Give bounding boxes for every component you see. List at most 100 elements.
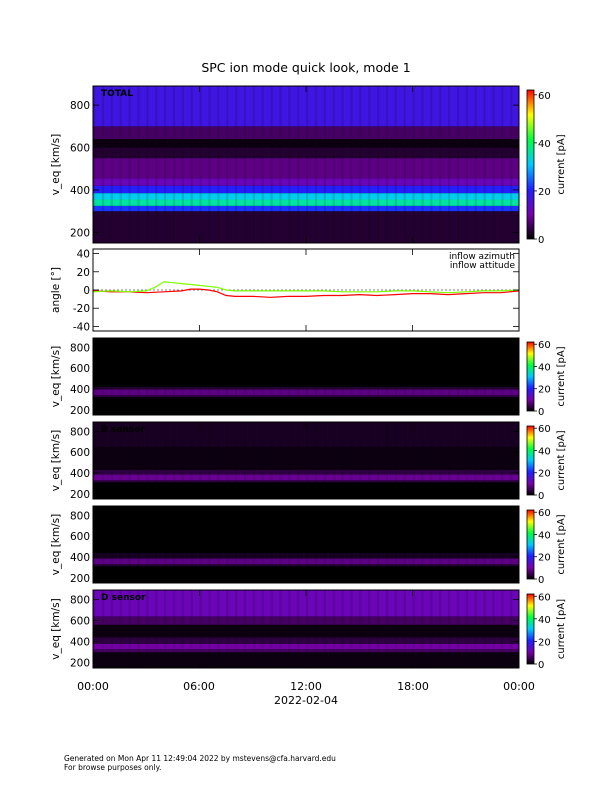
y-axis-label: angle [°] (50, 267, 62, 313)
heatmap-stripe (235, 86, 238, 243)
x-tick-label-0: 00:00 (77, 680, 109, 693)
y-tick-label-0: -40 (73, 321, 90, 333)
colorbar-tick-label-1: 20 (538, 469, 551, 480)
heatmap-stripe (172, 338, 176, 415)
heatmap-stripe (501, 422, 504, 499)
heatmap-stripe (110, 86, 113, 243)
y-tick-label-4: 40 (77, 249, 90, 261)
heatmap-stripe (306, 506, 309, 583)
heatmap-stripe (297, 338, 300, 415)
heatmap-stripe (421, 422, 424, 499)
heatmap-stripe (270, 506, 273, 583)
panel-5: D sensor 0 20 40 60 current [pA] 200 400 600 800 v… (50, 589, 567, 671)
heatmap-stripe (394, 506, 397, 583)
heatmap-stripe (146, 338, 149, 415)
colorbar-tick-label-3: 60 (538, 91, 551, 102)
y-tick-label-0: 200 (70, 658, 90, 670)
y-tick-label-0: 200 (70, 573, 90, 585)
heatmap-stripe (93, 422, 96, 499)
x-tick-label-4: 00:00 (503, 680, 535, 693)
heatmap-stripe (465, 506, 468, 583)
heatmap-stripe (226, 590, 229, 668)
heatmap-stripe (368, 590, 371, 668)
heatmap-stripe (137, 338, 140, 415)
heatmap-stripe (483, 590, 486, 668)
heatmap-stripe (226, 86, 229, 243)
colorbar-tick-label-0: 0 (538, 660, 544, 671)
colorbar-tick-label-2: 40 (538, 446, 551, 457)
heatmap-stripe (110, 422, 113, 499)
heatmap-stripe (146, 86, 149, 243)
colorbar-tick-label-3: 60 (538, 424, 551, 435)
heatmap-stripe (474, 506, 477, 583)
heatmap-stripe (492, 338, 495, 415)
heatmap-stripe (279, 590, 282, 668)
heatmap-stripe (332, 590, 335, 668)
heatmap-stripe (501, 590, 504, 668)
colorbar-label: current [pA] (556, 346, 567, 406)
heatmap-stripe (456, 506, 460, 583)
heatmap-stripe (306, 590, 309, 668)
heatmap-stripe (403, 506, 406, 583)
heatmap-stripe (359, 506, 362, 583)
heatmap-stripe (341, 422, 344, 499)
series-line-0 (92, 288, 520, 298)
y-tick-label-3: 800 (70, 426, 90, 438)
heatmap-stripe (101, 422, 105, 499)
footer: Generated on Mon Apr 11 12:49:04 2022 by… (64, 754, 336, 772)
heatmap-stripe (288, 506, 291, 583)
heatmap-stripe (155, 506, 158, 583)
heatmap-stripe (208, 338, 211, 415)
heatmap-stripe (155, 338, 158, 415)
y-tick-label-3: 800 (70, 342, 90, 354)
heatmap-stripe (394, 422, 397, 499)
heatmap-stripe (448, 338, 451, 415)
heatmap-stripe (314, 506, 318, 583)
heatmap-band-4 (93, 624, 519, 638)
colorbar-tick-label-1: 20 (538, 385, 551, 396)
heatmap-stripe (483, 422, 486, 499)
heatmap-stripe (377, 506, 380, 583)
heatmap-stripe (377, 422, 380, 499)
heatmap-stripe (510, 338, 513, 415)
heatmap-stripe (270, 338, 273, 415)
heatmap-stripe (243, 422, 247, 499)
heatmap-stripe (101, 86, 105, 243)
heatmap-stripe (235, 422, 238, 499)
heatmap-stripe (199, 338, 202, 415)
y-tick-label-2: 600 (70, 363, 90, 375)
heatmap-band-3 (93, 637, 519, 644)
heatmap-stripe (119, 506, 122, 583)
heatmap-stripe (235, 506, 238, 583)
heatmap-stripe (332, 338, 335, 415)
heatmap-stripe (243, 506, 247, 583)
heatmap-stripe (217, 590, 220, 668)
heatmap-stripe (306, 338, 309, 415)
heatmap-stripe (341, 590, 344, 668)
heatmap-stripe (306, 422, 309, 499)
heatmap-stripe (199, 590, 202, 668)
heatmap-stripe (279, 86, 282, 243)
heatmap-stripe (465, 422, 468, 499)
y-tick-label-2: 600 (70, 143, 90, 155)
heatmap-stripe (261, 338, 264, 415)
heatmap-stripe (456, 338, 460, 415)
heatmap-stripe (128, 86, 131, 243)
heatmap-stripe (492, 590, 495, 668)
heatmap-stripe (448, 422, 451, 499)
heatmap-stripe (456, 422, 460, 499)
heatmap-stripe (474, 590, 477, 668)
colorbar (526, 509, 535, 580)
heatmap-stripe (430, 338, 433, 415)
y-tick-label-1: 400 (70, 637, 90, 649)
heatmap-band-2 (93, 199, 519, 206)
heatmap-stripe (306, 86, 309, 243)
heatmap-stripe (199, 422, 202, 499)
panel-label: TOTAL (101, 89, 133, 99)
colorbar-tick-label-2: 40 (538, 362, 551, 373)
heatmap-stripe (172, 506, 176, 583)
heatmap-stripe (341, 86, 344, 243)
y-tick-label-3: 800 (70, 100, 90, 112)
colorbar-tick-label-0: 0 (538, 491, 544, 502)
